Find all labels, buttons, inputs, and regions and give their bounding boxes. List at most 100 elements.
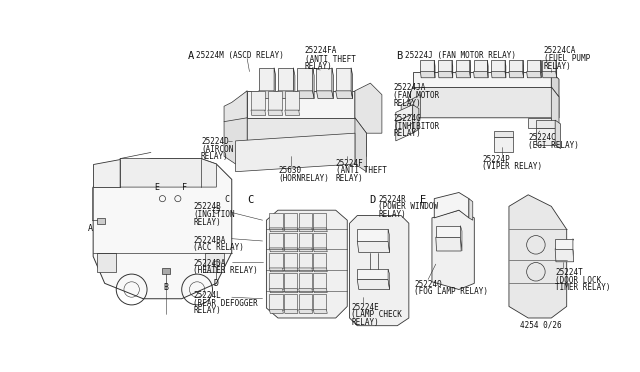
Polygon shape [299,294,312,310]
Text: 25224E: 25224E [351,302,379,312]
Text: RELAY): RELAY) [305,62,333,71]
Polygon shape [269,268,284,272]
Polygon shape [351,68,353,99]
Polygon shape [269,294,283,310]
Text: RELAY): RELAY) [351,318,379,327]
Polygon shape [493,137,513,153]
Polygon shape [314,310,327,313]
Polygon shape [269,289,284,293]
Text: (HEATER RELAY): (HEATER RELAY) [193,266,258,275]
Polygon shape [523,60,524,78]
Polygon shape [357,230,388,241]
Polygon shape [456,71,470,78]
Bar [97,218,105,224]
Polygon shape [269,212,283,228]
Polygon shape [460,225,462,251]
Polygon shape [312,68,314,99]
Text: (REAR DEFOGGER: (REAR DEFOGGER [193,299,258,308]
Text: 25224F: 25224F [336,158,364,168]
Polygon shape [285,110,300,115]
Polygon shape [236,118,367,156]
Text: 25224R: 25224R [378,195,406,204]
Polygon shape [401,95,420,128]
Text: (FAN MOTOR: (FAN MOTOR [394,91,440,100]
Text: 25224B: 25224B [193,202,221,212]
Text: (DOOR LOCK: (DOOR LOCK [555,276,602,285]
Polygon shape [536,120,555,128]
Polygon shape [436,237,461,251]
Text: 25630: 25630 [278,166,301,175]
Polygon shape [413,71,551,87]
Polygon shape [284,289,298,293]
Text: 25224Q: 25224Q [414,279,442,289]
Polygon shape [388,269,390,289]
Polygon shape [492,71,506,78]
Text: TIMER RELAY): TIMER RELAY) [555,283,611,292]
Polygon shape [527,60,541,71]
Text: 25224D: 25224D [201,137,228,146]
Polygon shape [274,68,276,99]
Bar [205,253,224,272]
Text: D: D [214,279,219,289]
Text: (ANTI THEFT: (ANTI THEFT [336,166,387,175]
Polygon shape [259,91,276,99]
Polygon shape [435,192,469,218]
Text: 25224T: 25224T [555,268,583,277]
Text: RELAY): RELAY) [394,129,421,138]
Polygon shape [269,232,283,248]
Text: RELAY): RELAY) [394,99,421,108]
Bar [97,253,116,272]
Text: 25224C: 25224C [528,133,556,142]
Polygon shape [236,91,247,156]
Polygon shape [247,91,355,118]
Polygon shape [456,60,470,71]
Text: (AIRCON: (AIRCON [201,145,234,154]
Polygon shape [284,212,297,228]
Polygon shape [316,91,333,99]
Text: RELAY): RELAY) [193,218,221,227]
Text: F: F [182,183,186,192]
Text: RELAY): RELAY) [336,174,364,183]
Text: A: A [88,224,93,233]
Text: (VIPER RELAY): (VIPER RELAY) [482,163,542,171]
Polygon shape [314,289,327,293]
Text: C: C [247,195,253,205]
Polygon shape [336,68,351,91]
Polygon shape [269,248,284,252]
Polygon shape [269,253,283,268]
Polygon shape [438,60,452,71]
Text: E: E [154,183,159,192]
Polygon shape [314,273,326,289]
Text: 25224FA: 25224FA [305,46,337,55]
Polygon shape [278,91,295,99]
Polygon shape [527,71,541,78]
Polygon shape [299,232,312,248]
Polygon shape [224,118,247,164]
Polygon shape [420,60,435,71]
Polygon shape [299,310,312,313]
Polygon shape [299,228,312,232]
Text: 25224G: 25224G [394,114,421,123]
Polygon shape [505,60,506,78]
Polygon shape [316,68,332,91]
Polygon shape [297,68,312,91]
Polygon shape [251,91,265,110]
Polygon shape [551,71,559,97]
Polygon shape [314,268,327,272]
Text: (POWER WINDOW: (POWER WINDOW [378,202,438,212]
Text: (LAMP CHECK: (LAMP CHECK [351,310,402,319]
Polygon shape [284,310,298,313]
Polygon shape [299,273,312,289]
Polygon shape [268,110,283,115]
Polygon shape [357,279,390,289]
Polygon shape [573,239,575,262]
Polygon shape [278,68,293,91]
Polygon shape [284,228,298,232]
Polygon shape [284,294,297,310]
Polygon shape [293,68,295,99]
Text: (INGITION: (INGITION [193,210,235,219]
Text: 25224P: 25224P [482,155,509,164]
Text: A: A [188,51,194,61]
Polygon shape [299,268,312,272]
Text: RELAY): RELAY) [378,210,406,219]
